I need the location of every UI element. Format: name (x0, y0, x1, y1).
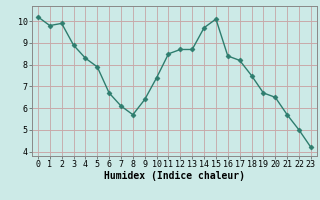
X-axis label: Humidex (Indice chaleur): Humidex (Indice chaleur) (104, 171, 245, 181)
